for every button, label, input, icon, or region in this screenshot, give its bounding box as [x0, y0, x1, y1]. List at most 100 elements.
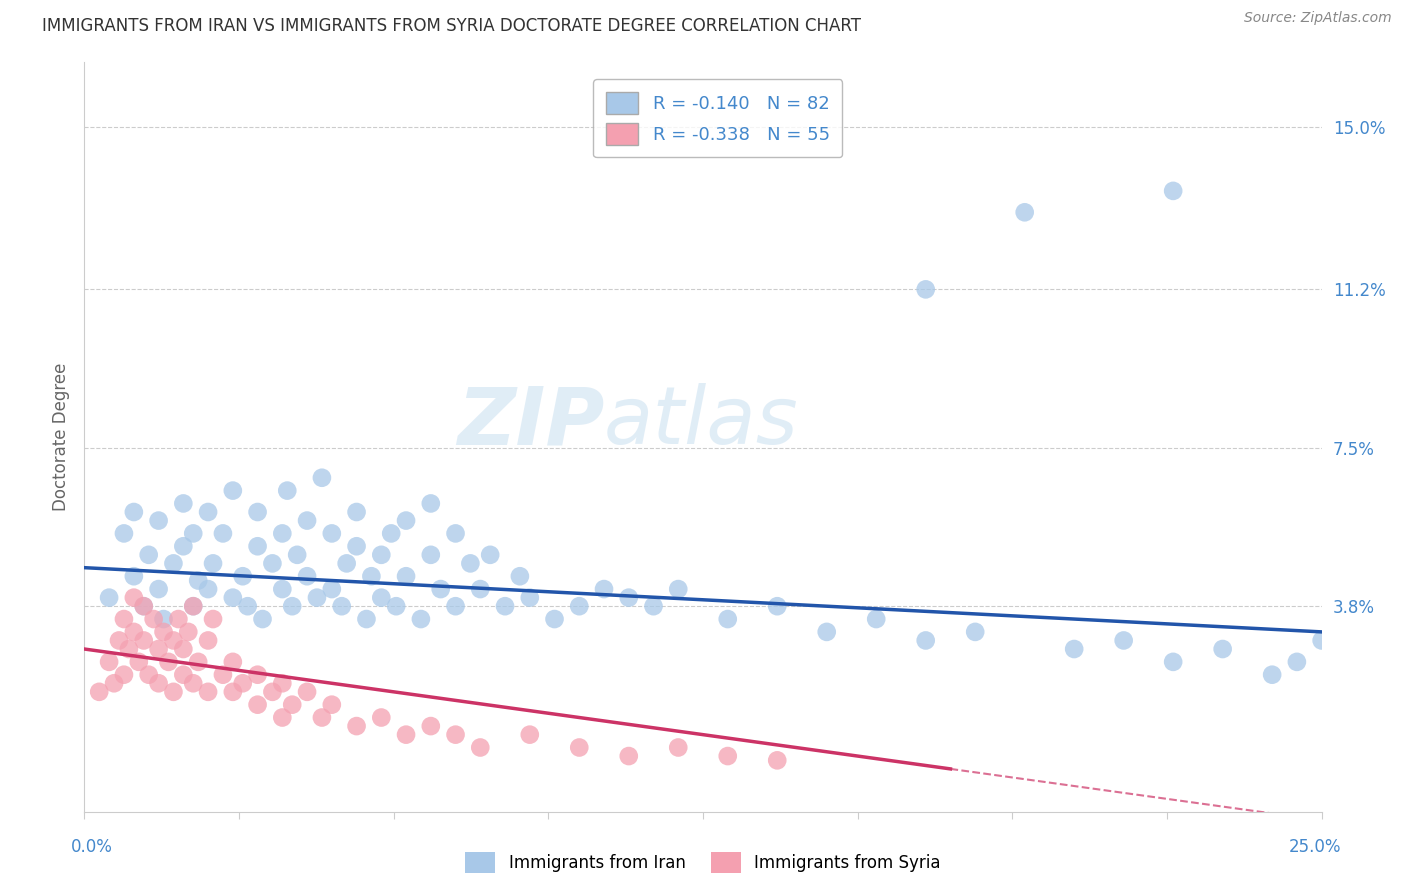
Point	[295, 685, 318, 699]
Point	[222, 655, 245, 669]
Point	[157, 655, 180, 669]
Point	[167, 612, 190, 626]
Point	[222, 685, 245, 699]
Point	[766, 599, 789, 614]
Point	[197, 505, 219, 519]
Point	[385, 599, 408, 614]
Point	[122, 569, 145, 583]
Point	[311, 471, 333, 485]
Point	[128, 655, 150, 669]
Point	[187, 574, 209, 588]
Point	[321, 526, 343, 541]
Point	[865, 612, 887, 626]
Point	[346, 719, 368, 733]
Point	[162, 557, 184, 571]
Point	[285, 548, 308, 562]
Point	[172, 667, 194, 681]
Point	[108, 633, 131, 648]
Point	[181, 599, 204, 614]
Point	[232, 569, 254, 583]
Point	[281, 599, 304, 614]
Point	[346, 505, 368, 519]
Point	[593, 582, 616, 596]
Point	[509, 569, 531, 583]
Point	[311, 710, 333, 724]
Point	[172, 539, 194, 553]
Point	[419, 548, 441, 562]
Point	[271, 582, 294, 596]
Point	[666, 740, 689, 755]
Point	[142, 612, 165, 626]
Point	[336, 557, 359, 571]
Point	[346, 539, 368, 553]
Point	[643, 599, 665, 614]
Point	[395, 514, 418, 528]
Point	[1261, 667, 1284, 681]
Text: 25.0%: 25.0%	[1288, 838, 1341, 855]
Point	[444, 526, 467, 541]
Point	[202, 612, 225, 626]
Point	[112, 612, 135, 626]
Point	[356, 612, 378, 626]
Point	[295, 514, 318, 528]
Point	[321, 582, 343, 596]
Point	[568, 740, 591, 755]
Point	[138, 667, 160, 681]
Point	[519, 591, 541, 605]
Point	[1212, 642, 1234, 657]
Y-axis label: Doctorate Degree: Doctorate Degree	[52, 363, 70, 511]
Point	[460, 557, 482, 571]
Text: Source: ZipAtlas.com: Source: ZipAtlas.com	[1244, 12, 1392, 25]
Point	[132, 599, 155, 614]
Point	[148, 676, 170, 690]
Point	[568, 599, 591, 614]
Point	[262, 685, 284, 699]
Point	[148, 642, 170, 657]
Point	[470, 740, 492, 755]
Point	[162, 685, 184, 699]
Point	[281, 698, 304, 712]
Point	[519, 728, 541, 742]
Point	[543, 612, 565, 626]
Point	[197, 685, 219, 699]
Point	[617, 591, 640, 605]
Point	[177, 624, 200, 639]
Point	[419, 719, 441, 733]
Point	[276, 483, 298, 498]
Point	[172, 642, 194, 657]
Point	[395, 728, 418, 742]
Point	[118, 642, 141, 657]
Point	[370, 548, 392, 562]
Point	[1285, 655, 1308, 669]
Point	[271, 526, 294, 541]
Point	[112, 526, 135, 541]
Point	[222, 483, 245, 498]
Point	[132, 633, 155, 648]
Legend: Immigrants from Iran, Immigrants from Syria: Immigrants from Iran, Immigrants from Sy…	[458, 846, 948, 880]
Point	[138, 548, 160, 562]
Point	[419, 496, 441, 510]
Point	[98, 655, 121, 669]
Point	[122, 624, 145, 639]
Point	[132, 599, 155, 614]
Point	[295, 569, 318, 583]
Point	[246, 539, 269, 553]
Point	[252, 612, 274, 626]
Point	[122, 505, 145, 519]
Point	[666, 582, 689, 596]
Text: 0.0%: 0.0%	[70, 838, 112, 855]
Point	[152, 612, 174, 626]
Point	[187, 655, 209, 669]
Point	[815, 624, 838, 639]
Point	[222, 591, 245, 605]
Point	[617, 749, 640, 764]
Point	[429, 582, 451, 596]
Point	[236, 599, 259, 614]
Point	[370, 710, 392, 724]
Point	[360, 569, 382, 583]
Point	[212, 526, 235, 541]
Point	[152, 624, 174, 639]
Point	[271, 676, 294, 690]
Point	[494, 599, 516, 614]
Point	[1112, 633, 1135, 648]
